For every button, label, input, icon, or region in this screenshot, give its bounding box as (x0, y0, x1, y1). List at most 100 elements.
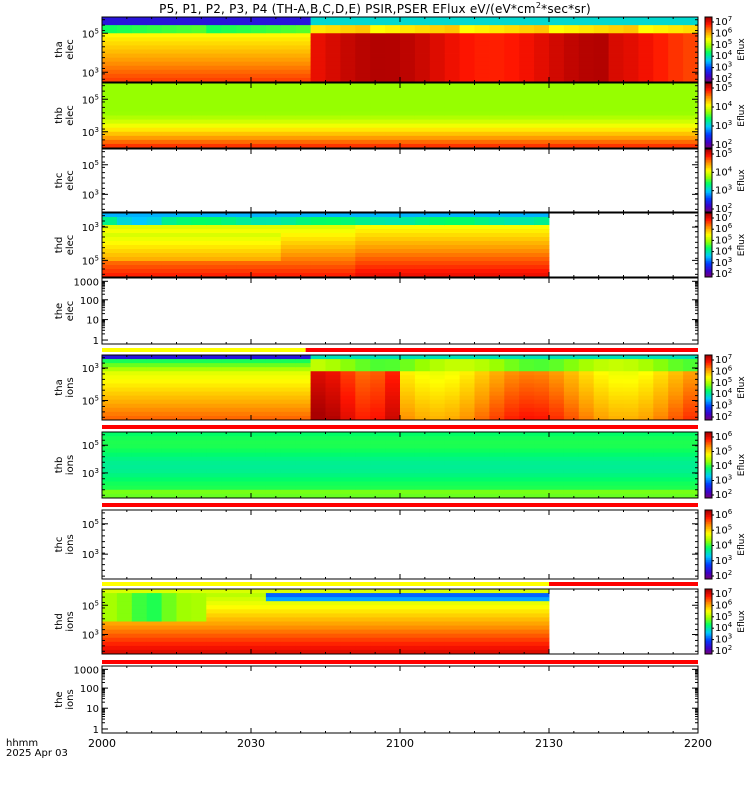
spectrogram-cell (370, 111, 386, 116)
spectrogram-cell (102, 440, 118, 445)
spectrogram-cell (116, 456, 133, 462)
spectrogram-cell (489, 77, 505, 83)
colorbar-cell (705, 645, 712, 648)
spectrogram-cell (370, 29, 386, 34)
spectrogram-cell (236, 249, 252, 254)
spectrogram-cell (593, 465, 609, 470)
spectrogram-cell (355, 403, 371, 409)
spectrogram-cell (340, 473, 356, 478)
spectrogram-cell (221, 115, 237, 120)
spectrogram-cell (146, 221, 162, 226)
spectrogram-cell (668, 119, 684, 125)
spectrogram-cell (489, 33, 505, 38)
spectrogram-cell (519, 273, 535, 278)
spectrogram-cell (400, 83, 416, 88)
spectrogram-cell (519, 225, 535, 230)
spectrogram-cell (549, 45, 565, 50)
spectrogram-cell (116, 25, 133, 30)
spectrogram-cell (102, 135, 118, 141)
spectrogram-cell (370, 127, 386, 133)
spectrogram-cell (489, 115, 505, 120)
spectrogram-cell (116, 123, 133, 129)
spectrogram-cell (280, 119, 297, 125)
spectrogram-cell (295, 261, 311, 266)
spectrogram-cell (638, 103, 654, 108)
spectrogram-cell (385, 436, 401, 441)
spectrogram-cell (355, 481, 371, 487)
spectrogram-cell (355, 589, 371, 594)
spectrogram-cell (370, 403, 386, 409)
colorbar-cell (705, 270, 712, 273)
spectrogram-cell (280, 469, 297, 474)
spectrogram-cell (102, 456, 118, 462)
spectrogram-cell (519, 625, 535, 631)
spectrogram-cell (191, 436, 207, 441)
spectrogram-cell (251, 605, 267, 610)
colorbar-tick-label: 106 (715, 26, 733, 39)
spectrogram-cell (504, 605, 520, 610)
spectrogram-cell (340, 601, 356, 606)
spectrogram-cell (429, 371, 446, 376)
spectrogram-cell (161, 139, 177, 145)
spectrogram-cell (444, 65, 460, 71)
spectrogram-cell (519, 609, 535, 614)
spectrogram-cell (325, 637, 341, 643)
colorbar-cell (705, 494, 712, 497)
spectrogram-cell (325, 411, 341, 417)
colorbar-cell (705, 561, 712, 564)
spectrogram-cell (459, 473, 475, 478)
spectrogram-cell (295, 633, 311, 639)
spectrogram-cell (221, 225, 237, 230)
spectrogram-cell (385, 395, 401, 401)
spectrogram-cell (131, 25, 148, 30)
spectrogram-cell (280, 641, 297, 647)
spectrogram-cell (578, 83, 595, 88)
spectrogram-cell (251, 609, 267, 614)
spectrogram-cell (608, 143, 624, 149)
spectrogram-cell (444, 469, 460, 474)
spectrogram-cell (638, 61, 654, 67)
spectrogram-cell (459, 49, 475, 54)
spectrogram-cell (578, 73, 595, 79)
spectrogram-cell (623, 379, 639, 384)
spectrogram-cell (265, 605, 282, 610)
colorbar-cell (705, 560, 712, 563)
spectrogram-cell (653, 123, 669, 129)
colorbar-tick-label: 105 (715, 233, 732, 246)
spectrogram-cell (251, 415, 267, 421)
spectrogram-cell (236, 609, 252, 614)
spectrogram-cell (236, 395, 252, 401)
spectrogram-cell (400, 33, 416, 38)
spectrogram-cell (265, 249, 282, 254)
spectrogram-cell (444, 83, 460, 88)
spectrogram-cell (251, 233, 267, 238)
spectrogram-cell (221, 99, 237, 104)
spectrogram-cell (638, 73, 654, 79)
spectrogram-cell (489, 415, 505, 421)
spectrogram-cell (668, 69, 684, 75)
spectrogram-cell (519, 460, 535, 466)
spectrogram-cell (534, 21, 550, 26)
spectrogram-cell (400, 139, 416, 145)
spectrogram-cell (414, 609, 431, 614)
spectrogram-cell (474, 111, 490, 116)
colorbar-cell (705, 18, 712, 21)
spectrogram-cell (340, 411, 356, 417)
spectrogram-cell (355, 115, 371, 120)
spectrogram-cell (116, 103, 133, 108)
spectrogram-cell (221, 73, 237, 79)
spectrogram-cell (534, 131, 550, 137)
spectrogram-cell (146, 119, 162, 125)
spectrogram-cell (429, 367, 446, 372)
spectrogram-cell (683, 103, 699, 108)
spectrogram-cell (444, 359, 460, 364)
colorbar-cell (705, 652, 712, 655)
spectrogram-cell (265, 91, 282, 96)
spectrogram-cell (683, 403, 699, 409)
spectrogram-cell (146, 633, 162, 639)
spectrogram-cell (221, 637, 237, 643)
spectrogram-cell (519, 391, 535, 397)
spectrogram-cell (519, 249, 535, 254)
spectrogram-cell (534, 143, 550, 149)
spectrogram-cell (251, 107, 267, 112)
